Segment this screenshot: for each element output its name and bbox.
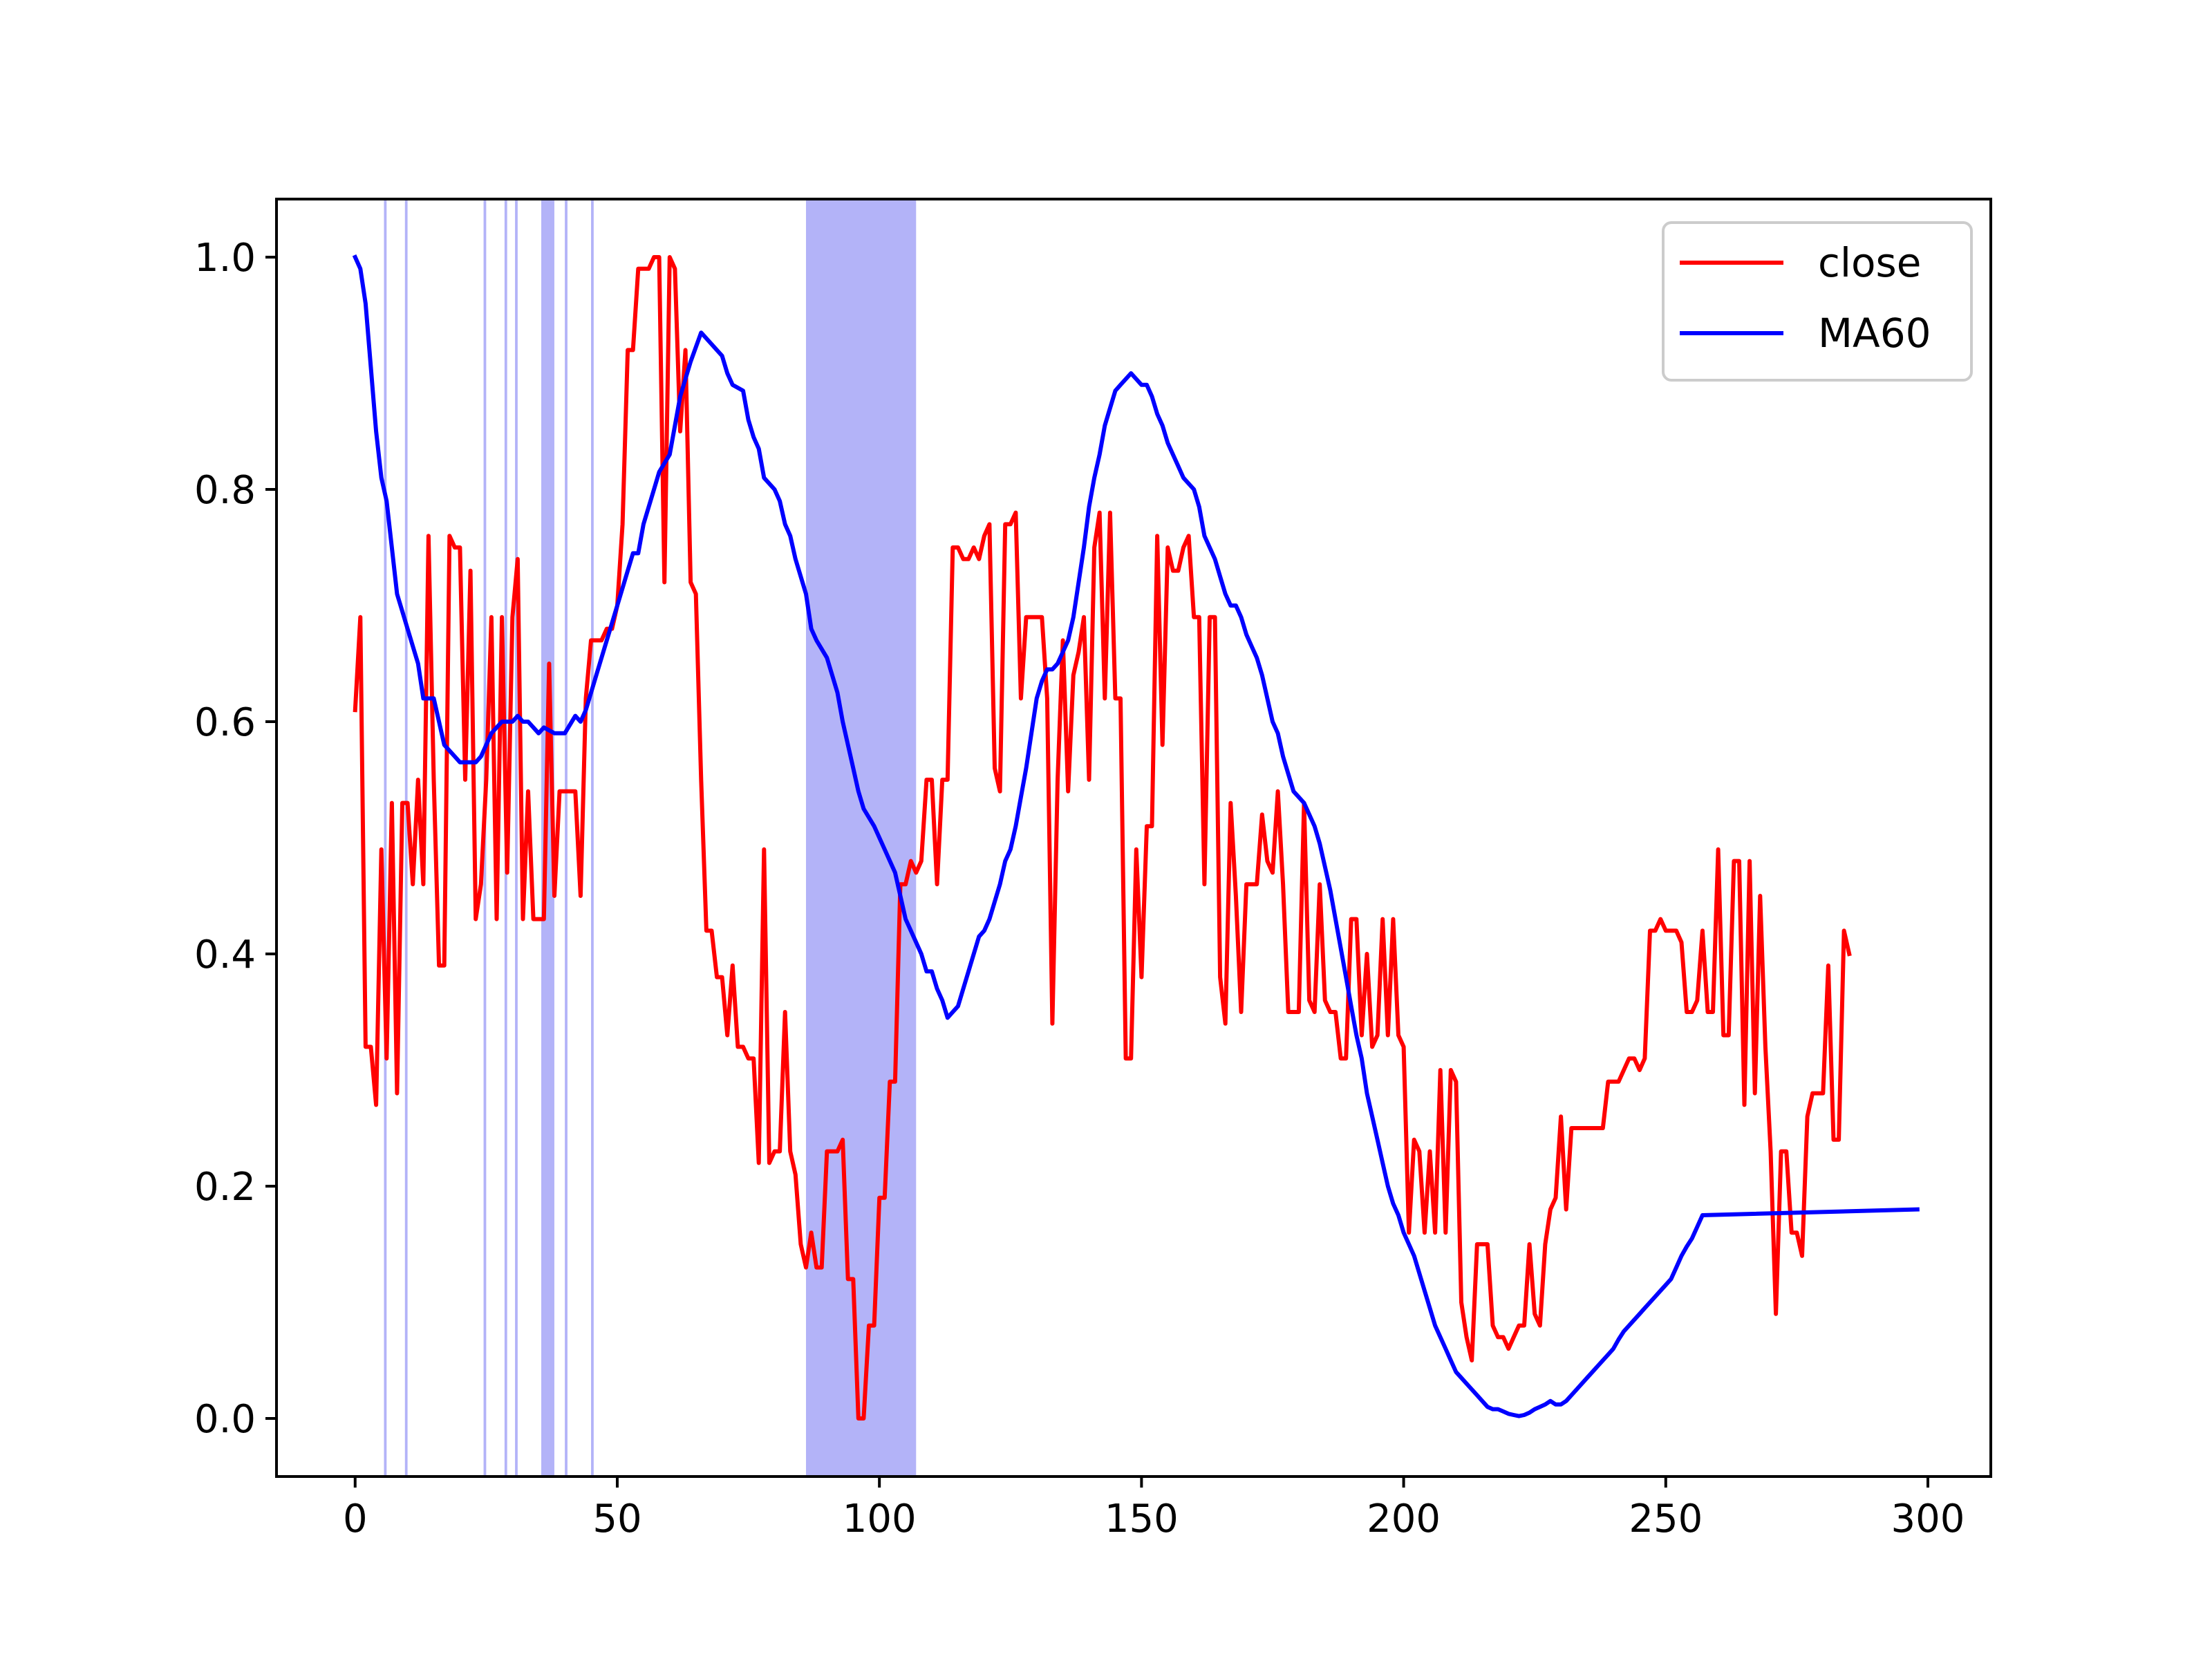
x-tick-label: 50 [592,1497,641,1541]
y-tick-label: 0.8 [194,468,256,513]
x-tick-label: 100 [843,1497,917,1541]
series-line-close [353,255,1852,1421]
y-tick-label: 0.0 [194,1397,256,1442]
shaded-span-7 [591,199,594,1477]
x-tick-label: 250 [1629,1497,1703,1541]
shaded-span-1 [404,199,408,1477]
y-tick-label: 1.0 [194,236,256,281]
y-tick-label: 0.2 [194,1165,256,1210]
x-tick-label: 200 [1367,1497,1441,1541]
shaded-span-6 [565,199,568,1477]
series-lines [352,254,1920,1421]
shaded-spans [384,199,917,1477]
shaded-span-8 [805,199,917,1477]
legend-label-ma60: MA60 [1818,310,1931,357]
shaded-span-5 [541,199,554,1477]
y-tick-label: 0.4 [194,932,256,977]
legend-label-close: close [1818,239,1921,286]
shaded-span-4 [515,199,518,1477]
x-tick-label: 150 [1105,1497,1179,1541]
plot-frame [275,198,1992,1478]
shaded-span-0 [384,199,387,1477]
series-line-ma60 [352,254,1920,1418]
x-axis: 0 50 100 150 200 250 300 [343,1477,1965,1541]
y-tick-label: 0.6 [194,700,256,745]
x-tick-label: 0 [343,1497,368,1541]
y-axis: 0.0 0.2 0.4 0.6 0.8 1.0 [194,236,276,1442]
x-tick-label: 300 [1891,1497,1965,1541]
legend: close MA60 [1662,221,1973,382]
